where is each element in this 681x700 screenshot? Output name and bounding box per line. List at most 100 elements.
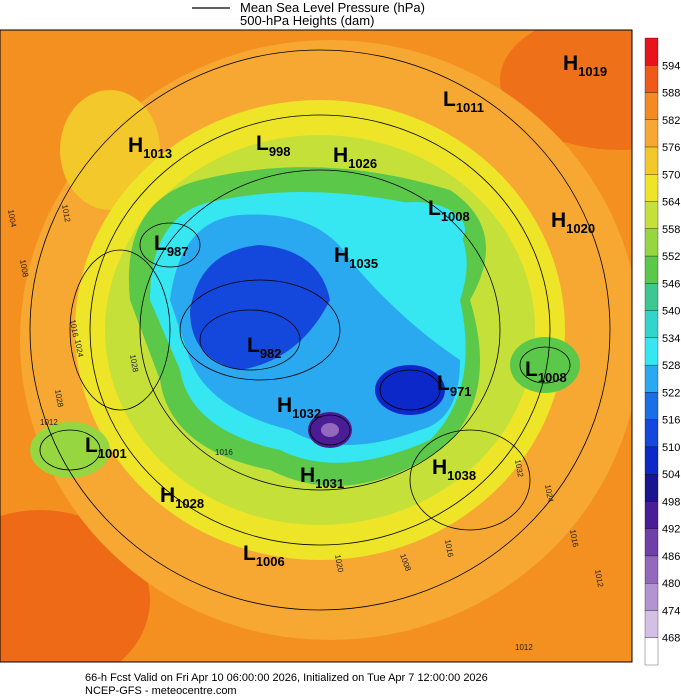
pressure-center: L1008 xyxy=(525,358,567,385)
center-symbol: L xyxy=(443,88,456,111)
colorbar-label: 582 xyxy=(662,115,680,127)
center-pressure: 971 xyxy=(450,384,472,399)
colorbar-swatch xyxy=(644,283,659,311)
contour-label: 1032 xyxy=(513,459,525,479)
pressure-center: H1028 xyxy=(160,484,204,511)
center-symbol: L xyxy=(525,358,538,381)
center-symbol: L xyxy=(243,542,256,565)
pressure-center: H1026 xyxy=(333,144,377,171)
colorbar-swatch xyxy=(644,174,659,202)
contour-label: 1012 xyxy=(40,418,58,427)
contour-label: 1024 xyxy=(73,339,85,359)
contour-label: 1016 xyxy=(215,448,233,457)
colorbar-label: 528 xyxy=(662,360,680,372)
center-pressure: 987 xyxy=(167,244,189,259)
contour-label: 1016 xyxy=(568,529,580,549)
contour-label: 1020 xyxy=(333,554,345,574)
contour-label: 1024 xyxy=(543,484,555,504)
center-pressure: 1031 xyxy=(315,476,344,491)
center-symbol: L xyxy=(154,232,167,255)
map-field xyxy=(0,30,632,662)
pressure-center: L1008 xyxy=(428,197,470,224)
pressure-center: H1038 xyxy=(432,456,476,483)
colorbar-swatch xyxy=(644,583,659,611)
colorbar-swatch xyxy=(644,474,659,502)
center-pressure: 1011 xyxy=(456,100,484,115)
colorbar-swatch xyxy=(644,228,659,257)
pressure-center: L1011 xyxy=(443,88,484,115)
colorbar-label: 468 xyxy=(662,633,680,645)
colorbar-label: 540 xyxy=(662,306,680,318)
center-symbol: H xyxy=(563,52,578,75)
center-symbol: L xyxy=(256,132,269,155)
contour-label: 1016 xyxy=(68,319,80,339)
center-symbol: L xyxy=(247,334,260,357)
colorbar-label: 546 xyxy=(662,278,680,290)
center-symbol: L xyxy=(85,434,98,457)
contour-label: 1012 xyxy=(515,643,533,652)
center-pressure: 1019 xyxy=(578,64,607,79)
colorbar-label: 498 xyxy=(662,496,680,508)
contour-label: 1016 xyxy=(443,539,455,559)
colorbar-swatch xyxy=(644,37,659,66)
pressure-center: H1013 xyxy=(128,134,172,161)
contour-label: 1008 xyxy=(18,259,30,279)
colorbar-swatch xyxy=(644,555,659,584)
colorbar-swatch xyxy=(644,610,659,638)
center-symbol: H xyxy=(333,144,348,167)
contour-label: 1012 xyxy=(593,569,605,589)
colorbar-label: 480 xyxy=(662,578,680,590)
colorbar-swatch xyxy=(644,501,659,529)
center-symbol: L xyxy=(428,197,441,220)
pressure-center: L998 xyxy=(256,132,291,159)
colorbar-label: 564 xyxy=(662,197,680,209)
colorbar-swatch xyxy=(644,65,659,93)
colorbar-swatch xyxy=(644,146,659,175)
center-pressure: 1008 xyxy=(538,370,567,385)
center-pressure: 1013 xyxy=(143,146,172,161)
pressure-center: L971 xyxy=(437,372,472,399)
colorbar-swatch xyxy=(644,419,659,448)
colorbar-label: 534 xyxy=(662,333,680,345)
colorbar-label: 576 xyxy=(662,142,680,154)
center-pressure: 1032 xyxy=(292,406,321,421)
contour-label: 1028 xyxy=(53,389,65,409)
center-pressure: 1028 xyxy=(175,496,204,511)
pressure-center: L982 xyxy=(247,334,282,361)
colorbar-swatch xyxy=(644,446,659,475)
footer-source: NCEP-GFS - meteocentre.com xyxy=(85,685,237,697)
pressure-center: H1032 xyxy=(277,394,321,421)
center-symbol: H xyxy=(551,209,566,232)
legend-pressure: Mean Sea Level Pressure (hPa) xyxy=(240,0,425,15)
pressure-center: L1006 xyxy=(243,542,285,569)
center-symbol: H xyxy=(334,244,349,267)
center-symbol: H xyxy=(300,464,315,487)
center-pressure: 1038 xyxy=(447,468,476,483)
center-pressure: 1020 xyxy=(566,221,595,236)
pressure-center: H1020 xyxy=(551,209,595,236)
colorbar-swatch xyxy=(644,310,659,339)
colorbar-swatch xyxy=(644,119,659,148)
contour-label: 1012 xyxy=(60,204,72,224)
colorbar-label: 516 xyxy=(662,415,680,427)
colorbar-label: 522 xyxy=(662,387,680,399)
colorbar-label: 570 xyxy=(662,169,680,181)
center-pressure: 1008 xyxy=(441,209,470,224)
colorbar-label: 558 xyxy=(662,224,680,236)
colorbar-label: 474 xyxy=(662,605,680,617)
colorbar-label: 486 xyxy=(662,551,680,563)
center-pressure: 998 xyxy=(269,144,291,159)
colorbar-swatch xyxy=(644,255,659,284)
contour-label: 1004 xyxy=(6,209,18,229)
contour-label: 1028 xyxy=(128,354,140,374)
pressure-center: H1031 xyxy=(300,464,344,491)
pressure-center: H1019 xyxy=(563,52,607,79)
colorbar-swatch xyxy=(644,637,659,666)
pressure-center: L987 xyxy=(154,232,189,259)
colorbar-swatch xyxy=(644,92,659,120)
pressure-center: L1001 xyxy=(85,434,127,461)
center-symbol: L xyxy=(437,372,450,395)
colorbar-swatch xyxy=(644,201,659,229)
center-pressure: 982 xyxy=(260,346,282,361)
center-symbol: H xyxy=(277,394,292,417)
